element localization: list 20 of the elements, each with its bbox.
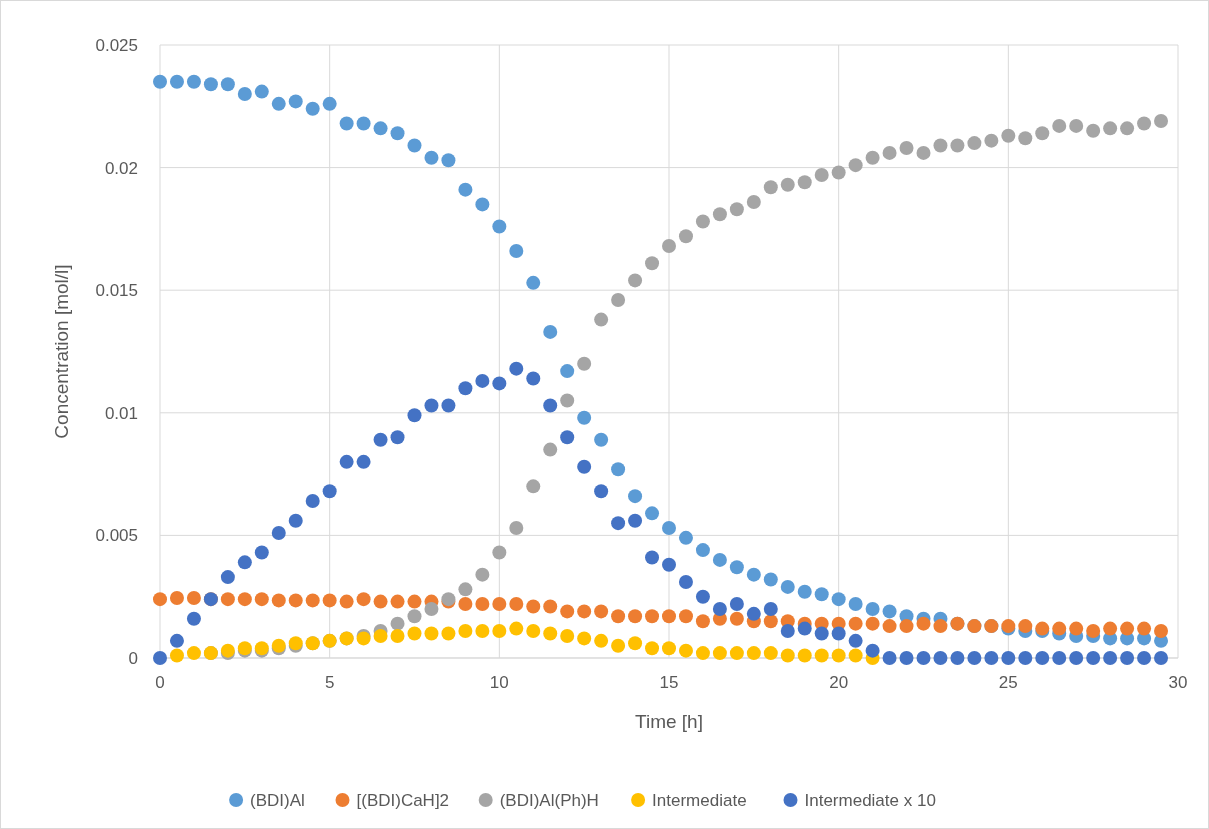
legend-label: (BDI)Al(Ph)H <box>499 790 599 810</box>
x-tick-label: 15 <box>659 673 679 692</box>
legend-label: Intermediate <box>652 790 747 810</box>
y-tick-label: 0.01 <box>104 403 138 423</box>
y-tick-label: 0.025 <box>95 35 138 55</box>
x-tick-label: 25 <box>998 673 1018 692</box>
legend-label: (BDI)Al <box>250 790 305 810</box>
legend-label: Intermediate x 10 <box>804 790 936 810</box>
x-tick-label: 5 <box>324 673 335 692</box>
y-tick-label: 0.02 <box>104 158 138 178</box>
x-tick-label: 10 <box>489 673 509 692</box>
y-tick-label: 0 <box>128 648 138 668</box>
x-tick-label: 30 <box>1168 673 1188 692</box>
y-tick-label: 0.015 <box>95 281 138 301</box>
y-tick-label: 0.005 <box>95 526 138 546</box>
x-tick-label: 20 <box>829 673 849 692</box>
x-tick-label: 0 <box>155 673 165 692</box>
y-axis-title: Concentration [mol/l] <box>51 264 72 439</box>
x-axis-title: Time [h] <box>635 711 703 732</box>
legend-label: [(BDI)CaH]2 <box>356 790 450 810</box>
